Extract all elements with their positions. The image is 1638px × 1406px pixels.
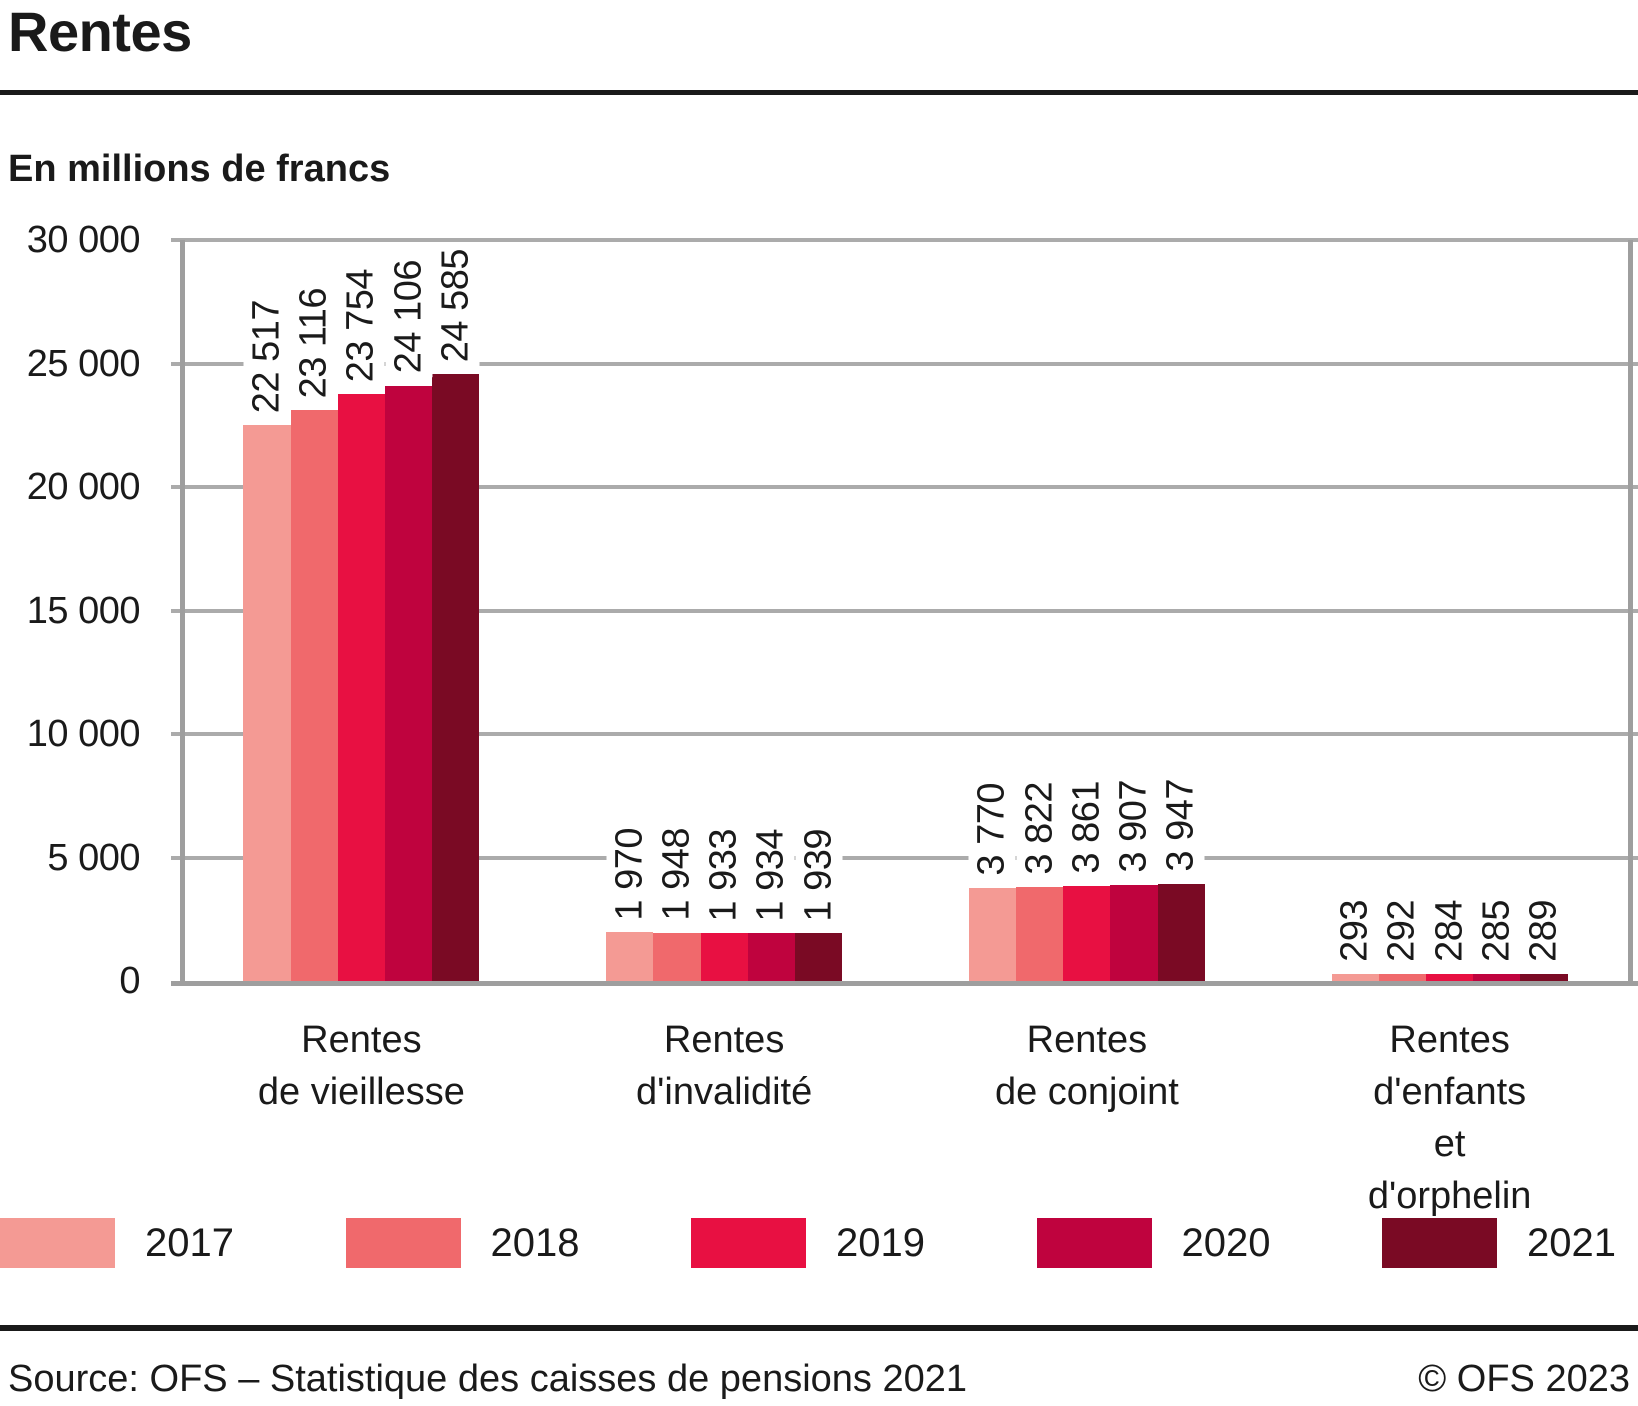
footer-source-text: Source: OFS – Statistique des caisses de… [8,1358,967,1400]
y-axis-tick-label: 15 000 [26,589,141,632]
bar-value-label: 1 970 [606,823,654,925]
gridline [171,361,1638,366]
legend-swatch [345,1218,461,1268]
bar-value-label: 3 947 [1157,774,1205,876]
bar [432,373,480,981]
bar [1110,884,1158,981]
y-axis-tick-label: 10 000 [26,713,141,755]
bar [243,424,291,981]
legend-item: 2019 [691,1218,925,1268]
bar-value-label: 23 116 [290,283,338,403]
bar-value-label: 24 585 [432,244,480,366]
bar [1473,973,1521,981]
gridline [171,732,1638,736]
bar-value-label: 3 861 [1063,777,1111,878]
gridline [171,485,1638,489]
bar [700,933,748,981]
bar-value-label: 284 [1426,896,1474,966]
legend-label: 2017 [145,1221,234,1265]
gridline [171,238,1638,242]
bar [653,932,701,981]
bar-value-label: 3 822 [1016,778,1064,879]
legend-item: 2021 [1382,1218,1616,1268]
bar [1520,973,1568,981]
bar-value-label: 1 934 [747,824,795,926]
bar-value-label: 23 754 [337,265,385,387]
legend-item: 2020 [1036,1218,1271,1268]
bar [1426,974,1474,981]
bar-value-label: 285 [1473,896,1521,966]
legend-label: 2021 [1527,1221,1616,1265]
title-divider [0,90,1638,95]
legend-item: 2018 [345,1218,580,1268]
plot-right-border [1628,240,1633,986]
legend-swatch [691,1218,806,1268]
x-axis-line [171,981,1638,986]
bar-value-label: 1 939 [795,824,843,926]
y-axis-unit-label: En millions de francs [8,148,391,190]
bar [1331,973,1379,981]
bar [794,933,843,981]
bar [384,385,433,981]
legend-swatch [1036,1218,1152,1268]
y-axis-tick-label: 5 000 [47,836,140,879]
bar-value-label: 1 948 [653,824,701,925]
plot-area: 22 517 23 116 23 754 24 106 24 585 1 970 1 948… [171,238,1638,986]
bar [337,394,385,981]
y-axis-tick-label: 25 000 [26,342,141,385]
footer-copyright-text: © OFS 2023 [1418,1358,1630,1400]
y-axis-tick-label: 0 [119,960,140,1002]
y-axis-tick-label: 30 000 [26,219,141,261]
gridline [171,608,1638,613]
bar-value-label: 3 907 [1110,775,1158,877]
category-label: Rentes d'enfants et d'orphelin [1367,1019,1532,1217]
footer-divider [0,1325,1638,1331]
y-axis-line [180,240,185,986]
bar-value-label: 22 517 [243,295,291,417]
bar [606,932,654,981]
bar-value-label: 1 933 [700,824,748,926]
bar [290,410,338,981]
bar [968,887,1017,981]
bar [1157,883,1205,981]
category-label: Rentes de conjoint [994,1019,1179,1113]
gridline [171,855,1638,860]
category-label: Rentes de vieillesse [257,1019,465,1113]
y-axis-tick-label: 20 000 [26,466,141,508]
bar [1378,973,1426,981]
bar-value-label: 3 770 [968,779,1016,880]
bar [1016,886,1064,981]
bar-value-label: 293 [1331,895,1379,966]
bar-value-label: 24 106 [385,256,433,378]
legend-label: 2018 [490,1221,580,1265]
legend-swatch [0,1218,115,1268]
legend: 2017 2018 2019 2020 2021 [0,1218,1638,1268]
legend-label: 2019 [836,1221,925,1265]
legend-label: 2020 [1181,1221,1271,1265]
bar-value-label: 289 [1520,895,1568,966]
legend-swatch [1382,1218,1497,1268]
bar [747,933,795,981]
bar-value-label: 292 [1378,895,1426,966]
bar [1063,885,1111,981]
legend-item: 2017 [0,1218,234,1268]
page-title: Rentes [8,0,192,63]
category-label: Rentes d'invalidité [635,1019,813,1113]
